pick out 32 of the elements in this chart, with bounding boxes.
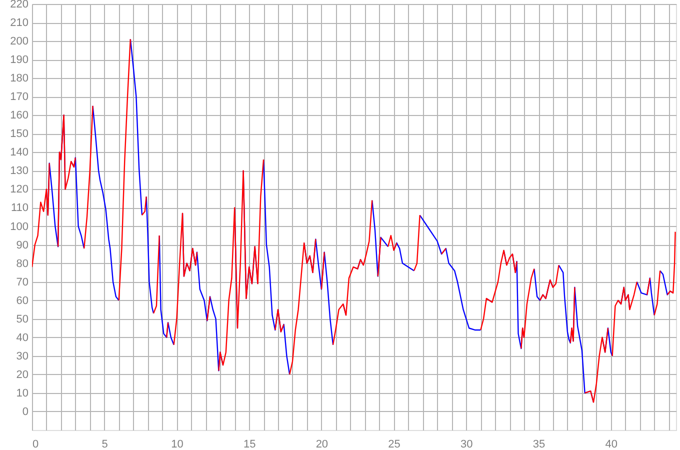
x-tick-label: 10 bbox=[171, 438, 184, 450]
y-tick-label: 70 bbox=[16, 276, 28, 288]
y-tick-label: 120 bbox=[10, 184, 28, 196]
y-tick-label: 100 bbox=[10, 220, 28, 233]
y-tick-label: 170 bbox=[10, 91, 28, 104]
y-tick-label: 60 bbox=[16, 294, 28, 307]
y-tick-label: 220 bbox=[10, 0, 28, 10]
x-tick-label: 25 bbox=[388, 438, 400, 450]
x-tick-label: 15 bbox=[243, 438, 256, 450]
y-tick-label: 0 bbox=[22, 406, 28, 418]
y-tick-label: 40 bbox=[16, 332, 28, 344]
y-tick-label: 110 bbox=[10, 202, 28, 214]
y-tick-label: 90 bbox=[16, 239, 28, 252]
x-tick-label: 30 bbox=[460, 438, 473, 450]
x-tick-label: 0 bbox=[32, 438, 39, 450]
y-tick-label: 200 bbox=[10, 36, 28, 48]
y-tick-label: 30 bbox=[16, 350, 28, 362]
x-tick-label: 5 bbox=[102, 438, 108, 450]
y-tick-label: 10 bbox=[16, 387, 28, 400]
y-tick-label: 150 bbox=[10, 128, 28, 140]
x-tick-label: 40 bbox=[605, 438, 618, 450]
y-tick-label: 140 bbox=[10, 146, 28, 159]
y-tick-label: 190 bbox=[10, 54, 28, 66]
x-tick-label: 20 bbox=[316, 438, 328, 450]
y-tick-label: 180 bbox=[10, 72, 28, 85]
y-tick-label: 50 bbox=[16, 313, 28, 326]
y-tick-label: 160 bbox=[10, 110, 28, 122]
x-tick-label: 35 bbox=[532, 438, 546, 450]
y-tick-label: 130 bbox=[10, 165, 28, 178]
y-tick-label: 210 bbox=[10, 17, 28, 30]
y-tick-label: 80 bbox=[16, 258, 28, 270]
y-tick-label: 20 bbox=[16, 368, 28, 381]
